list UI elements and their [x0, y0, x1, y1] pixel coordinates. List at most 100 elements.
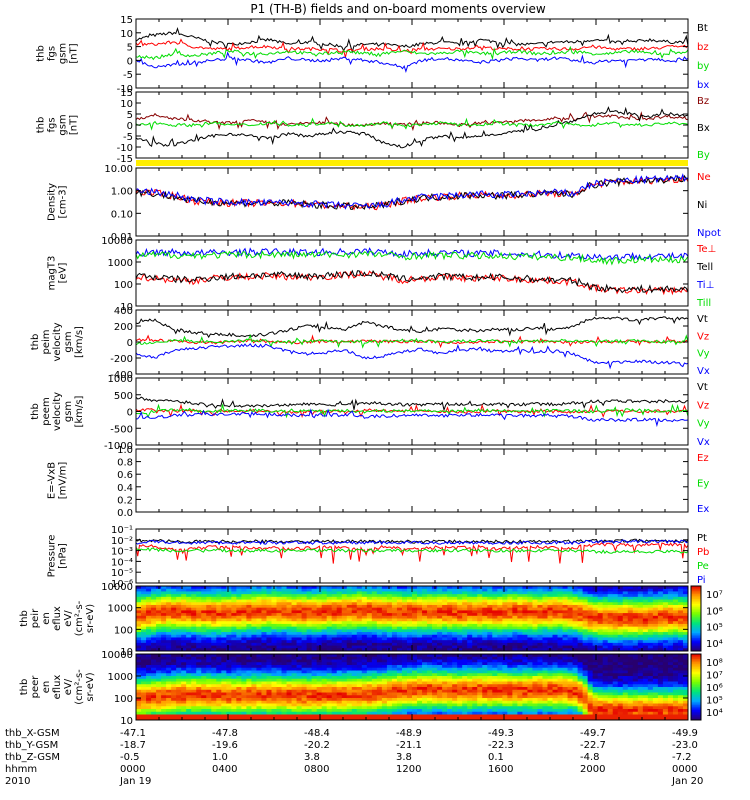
spectrogram-cell	[286, 607, 292, 611]
y-axis-label-line: Density	[47, 183, 58, 221]
colorbar-segment	[691, 642, 701, 646]
spectrogram-cell	[592, 594, 599, 598]
spectrogram-cell	[417, 676, 423, 680]
spectrogram-cell	[401, 654, 408, 658]
spectrogram-cell	[241, 700, 247, 704]
y-axis-label-line: thb	[36, 45, 47, 62]
spectrogram-cell	[557, 621, 563, 625]
spectrogram-cell	[266, 681, 272, 685]
spectrogram-cell	[477, 613, 483, 617]
spectrogram-cell	[351, 665, 358, 669]
spectrogram-cell	[442, 676, 448, 680]
spectrogram-cell	[291, 623, 297, 628]
spectrogram-cell	[306, 591, 313, 595]
spectrogram-cell	[437, 637, 443, 641]
spectrogram-cell	[136, 599, 142, 603]
spectrogram-cell	[552, 645, 558, 649]
y-tick-label: 0.0	[117, 508, 133, 519]
spectrogram-cell	[241, 676, 247, 680]
spectrogram-cell	[296, 594, 302, 598]
spectrogram-cell	[462, 629, 468, 633]
spectrogram-cell	[396, 678, 403, 682]
spectrogram-cell	[467, 640, 473, 644]
spectrogram-cell	[432, 678, 438, 682]
spectrogram-cell	[381, 656, 388, 660]
spectrogram-cell	[326, 610, 333, 614]
spectrogram-cell	[146, 613, 152, 617]
spectrogram-cell	[512, 588, 518, 592]
spectrogram-cell	[306, 618, 313, 622]
spectrogram-cell	[266, 667, 272, 671]
spectrogram-cell	[597, 586, 604, 590]
spectrogram-cell	[422, 607, 428, 611]
spectrogram-cell	[507, 629, 513, 633]
spectrogram-cell	[326, 645, 333, 649]
spectrogram-cell	[371, 640, 378, 644]
spectrogram-cell	[286, 594, 292, 598]
spectrogram-cell	[156, 700, 162, 704]
spectrogram-cell	[532, 618, 538, 622]
series-line-Bz	[135, 111, 689, 132]
colorbar-segment	[691, 649, 701, 652]
spectrogram-cell	[371, 703, 378, 707]
spectrogram-cell	[427, 648, 433, 652]
spectrogram-cell	[216, 586, 222, 590]
spectrogram-cell	[306, 602, 313, 606]
spectrogram-cell	[627, 626, 634, 630]
spectrogram-cell	[457, 656, 463, 660]
spectrogram-cell	[226, 645, 232, 649]
spectrogram-cell	[226, 591, 232, 595]
spectrogram-cell	[176, 621, 182, 625]
spectrogram-cell	[286, 687, 292, 691]
y-axis-label-line: eV/	[63, 610, 74, 627]
spectrogram-cell	[186, 695, 192, 699]
spectrogram-cell	[356, 637, 363, 641]
spectrogram-cell	[672, 588, 679, 592]
spectrogram-cell	[602, 607, 609, 611]
series-line-Vy	[135, 333, 689, 349]
spectrogram-cell	[191, 607, 197, 611]
spectrogram-cell	[442, 607, 448, 611]
spectrogram-cell	[151, 676, 157, 680]
spectrogram-cell	[562, 607, 568, 611]
spectrogram-cell	[366, 695, 373, 699]
spectrogram-cell	[607, 591, 614, 595]
spectrogram-cell	[276, 588, 282, 592]
spectrogram-cell	[296, 604, 302, 609]
spectrogram-cell	[296, 692, 302, 696]
spectrogram-cell	[151, 711, 157, 715]
spectrogram-cell	[682, 586, 689, 590]
spectrogram-cell	[216, 604, 222, 609]
spectrogram-cell	[306, 659, 313, 663]
spectrogram-cell	[662, 632, 669, 636]
spectrogram-cell	[156, 604, 162, 609]
spectrogram-cell	[447, 626, 453, 630]
spectrogram-cell	[467, 629, 473, 633]
spectrogram-cell	[236, 602, 242, 606]
spectrogram-cell	[151, 610, 157, 614]
spectrogram-cell	[552, 594, 558, 598]
spectrogram-cell	[296, 662, 302, 666]
spectrogram-cell	[682, 599, 689, 603]
spectrogram-cell	[161, 607, 167, 611]
spectrogram-cell	[216, 640, 222, 644]
spectrogram-cell	[291, 662, 297, 666]
spectrogram-cell	[457, 670, 463, 674]
spectrogram-cell	[216, 621, 222, 625]
spectrogram-cell	[291, 700, 297, 704]
spectrogram-cell	[452, 681, 458, 685]
spectrogram-cell	[417, 591, 423, 595]
spectrogram-cell	[512, 637, 518, 641]
spectrogram-cell	[537, 640, 543, 644]
spectrogram-cell	[346, 610, 353, 614]
spectrogram-cell	[171, 656, 177, 660]
spectrogram-cell	[396, 602, 403, 606]
spectrogram-cell	[457, 659, 463, 663]
spectrogram-cell	[351, 629, 358, 633]
spectrogram-cell	[427, 642, 433, 646]
spectrogram-cell	[221, 681, 227, 685]
spectrogram-cell	[417, 659, 423, 663]
spectrogram-cell	[437, 706, 443, 710]
spectrogram-cell	[266, 706, 272, 710]
spectrogram-cell	[537, 632, 543, 636]
